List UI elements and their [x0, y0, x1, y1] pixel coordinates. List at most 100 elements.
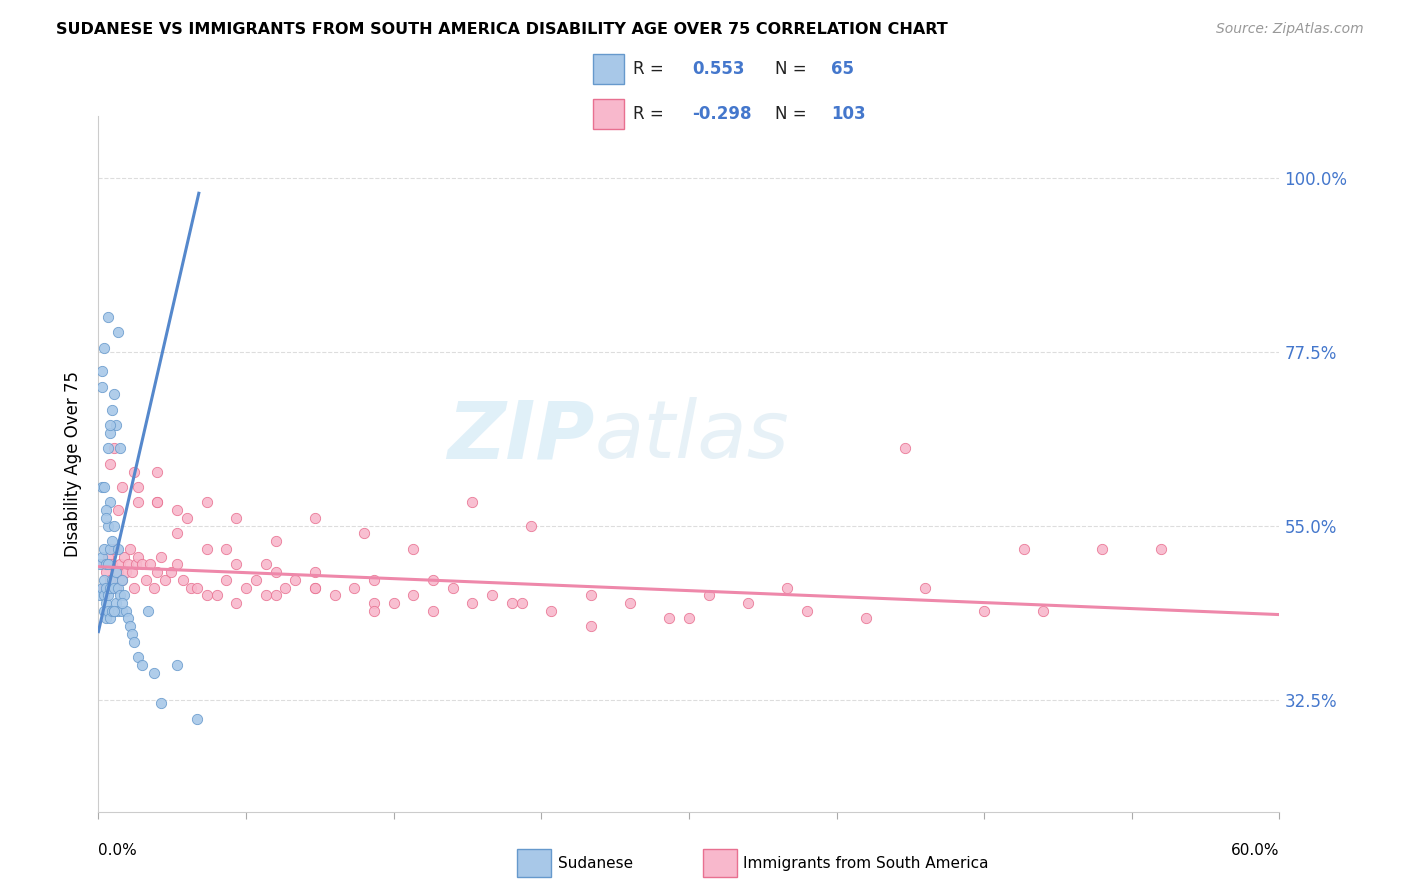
Point	[96, 596, 118, 610]
Point	[93, 480, 115, 494]
Point	[264, 534, 287, 549]
Point	[103, 604, 125, 618]
FancyBboxPatch shape	[703, 849, 737, 877]
Point	[172, 573, 194, 587]
Point	[91, 480, 114, 494]
Text: Source: ZipAtlas.com: Source: ZipAtlas.com	[1216, 22, 1364, 37]
Point	[93, 581, 115, 595]
Point	[111, 573, 134, 587]
Point	[105, 581, 128, 595]
Point	[166, 526, 188, 541]
Point	[115, 604, 138, 618]
Point	[101, 558, 124, 572]
Point	[195, 495, 218, 509]
Point	[98, 573, 121, 587]
Point	[97, 549, 120, 564]
Point	[501, 596, 523, 610]
Point	[304, 581, 326, 595]
Point	[304, 581, 326, 595]
Point	[422, 604, 444, 618]
Point	[402, 541, 425, 556]
Point	[117, 558, 139, 572]
Point	[131, 657, 153, 672]
Point	[254, 588, 277, 602]
Point	[107, 503, 129, 517]
Point	[127, 480, 149, 494]
Point	[127, 650, 149, 665]
Point	[510, 596, 533, 610]
Point	[107, 541, 129, 556]
Point	[205, 588, 228, 602]
Point	[89, 588, 111, 602]
Point	[115, 565, 138, 579]
Point	[101, 604, 124, 618]
Point	[894, 442, 917, 456]
Point	[973, 604, 995, 618]
Point	[111, 596, 134, 610]
Point	[98, 541, 121, 556]
Point	[461, 596, 484, 610]
Text: 103: 103	[831, 105, 866, 123]
Point	[540, 604, 562, 618]
Point	[186, 581, 208, 595]
Point	[98, 418, 121, 433]
Point	[353, 526, 375, 541]
Point	[1150, 541, 1173, 556]
Text: N =: N =	[775, 105, 807, 123]
Point	[97, 558, 120, 572]
Point	[619, 596, 641, 610]
Point	[166, 657, 188, 672]
Point	[122, 634, 145, 648]
Point	[118, 541, 141, 556]
Text: Immigrants from South America: Immigrants from South America	[744, 855, 988, 871]
Point	[89, 558, 111, 572]
Point	[103, 604, 125, 618]
Point	[166, 558, 188, 572]
Point	[121, 627, 143, 641]
Point	[146, 495, 169, 509]
Point	[363, 604, 385, 618]
Text: N =: N =	[775, 60, 807, 78]
Point	[122, 581, 145, 595]
Point	[93, 588, 115, 602]
Point	[1091, 541, 1114, 556]
Point	[274, 581, 297, 595]
Point	[264, 588, 287, 602]
Text: 65: 65	[831, 60, 853, 78]
Point	[103, 518, 125, 533]
Point	[98, 581, 121, 595]
Point	[101, 573, 124, 587]
Point	[117, 611, 139, 625]
Point	[125, 558, 148, 572]
Point	[107, 565, 129, 579]
Point	[481, 588, 503, 602]
Point	[225, 511, 247, 525]
Point	[225, 558, 247, 572]
Point	[118, 619, 141, 633]
Point	[520, 518, 543, 533]
Point	[93, 341, 115, 355]
Point	[93, 604, 115, 618]
Point	[96, 565, 118, 579]
Point	[776, 581, 799, 595]
Point	[105, 596, 128, 610]
Point	[112, 549, 135, 564]
Text: atlas: atlas	[595, 397, 789, 475]
Text: SUDANESE VS IMMIGRANTS FROM SOUTH AMERICA DISABILITY AGE OVER 75 CORRELATION CHA: SUDANESE VS IMMIGRANTS FROM SOUTH AMERIC…	[56, 22, 948, 37]
Text: Sudanese: Sudanese	[558, 855, 633, 871]
Point	[215, 573, 238, 587]
Point	[363, 596, 385, 610]
Point	[195, 541, 218, 556]
Text: R =: R =	[633, 60, 664, 78]
Point	[97, 310, 120, 324]
Point	[796, 604, 818, 618]
Point	[914, 581, 936, 595]
Point	[127, 549, 149, 564]
Point	[579, 619, 602, 633]
Point	[98, 425, 121, 440]
Point	[180, 581, 202, 595]
Point	[111, 604, 134, 618]
Point	[323, 588, 346, 602]
Point	[382, 596, 405, 610]
Point	[103, 387, 125, 401]
